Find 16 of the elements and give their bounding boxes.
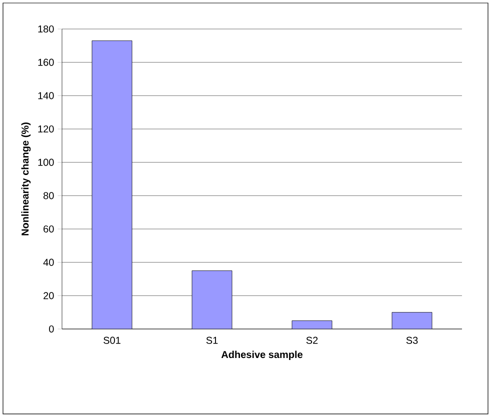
x-tick-label: S01: [104, 336, 120, 344]
y-tick-label: 180: [38, 25, 54, 33]
y-tick-label: 120: [38, 125, 54, 133]
x-axis-title: Adhesive sample: [221, 350, 302, 360]
y-tick-label: 100: [38, 158, 54, 166]
y-tick-label: 160: [38, 58, 54, 66]
x-tick-label: S3: [406, 336, 418, 344]
y-tick-label: 140: [38, 92, 54, 100]
y-tick-label: 0: [49, 325, 54, 333]
y-tick-label: 40: [43, 258, 54, 266]
y-tick-label: 60: [44, 225, 54, 233]
y-axis-title: Nonlinearity change (%): [21, 122, 31, 236]
y-tick-label: 80: [44, 192, 54, 200]
y-tick-label: 20: [44, 292, 54, 300]
x-tick-label: S1: [206, 336, 218, 344]
x-tick-label: S2: [306, 336, 318, 344]
